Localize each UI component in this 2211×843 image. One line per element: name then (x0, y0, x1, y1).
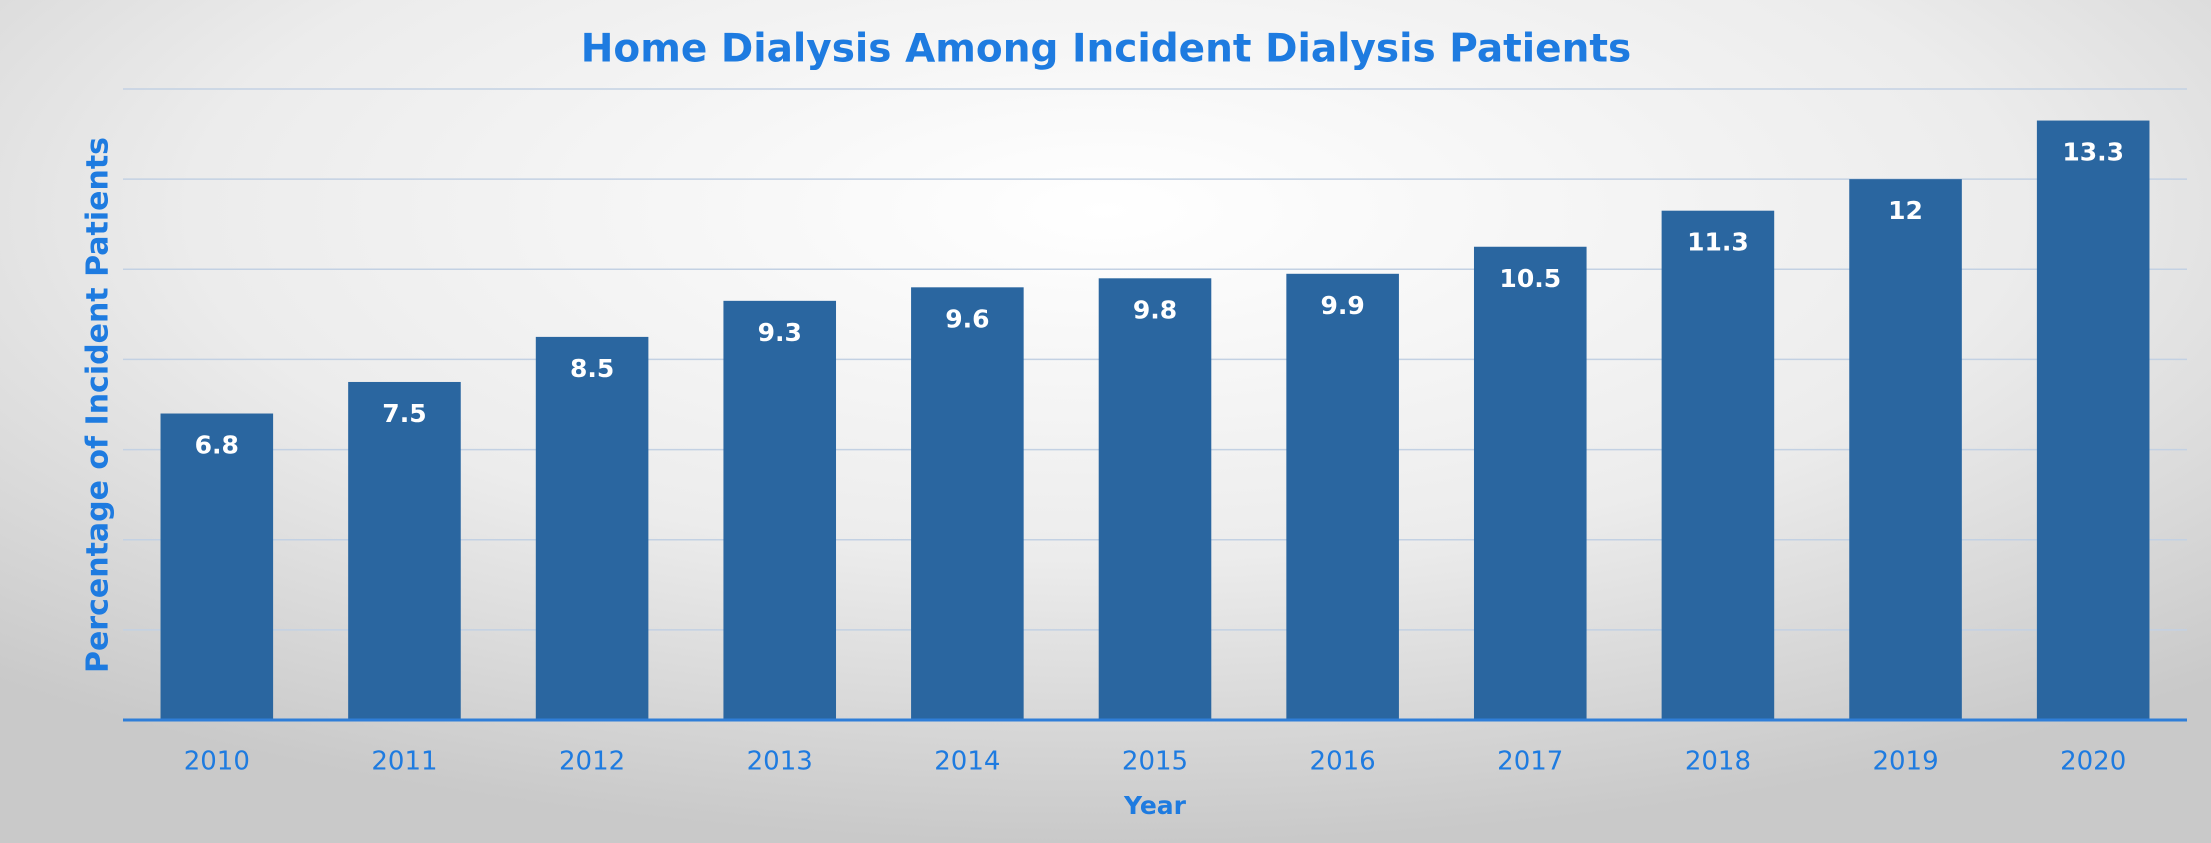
x-tick-label: 2018 (1685, 747, 1751, 777)
data-label: 6.8 (195, 431, 239, 460)
bar (535, 336, 649, 720)
bar (1286, 273, 1399, 720)
x-tick-label: 2020 (2060, 747, 2126, 777)
bar (1661, 210, 1775, 720)
x-tick-label: 2014 (934, 747, 1000, 777)
data-label: 12 (1888, 196, 1923, 225)
bar (2036, 120, 2150, 721)
x-tick-label: 2013 (747, 747, 813, 777)
data-label: 13.3 (2062, 138, 2124, 167)
x-tick-label: 2017 (1497, 747, 1563, 777)
x-axis-label: Year (1123, 791, 1187, 820)
bar (911, 287, 1024, 720)
bar (348, 381, 461, 720)
y-axis-label: Percentage of Incident Patients (81, 137, 116, 673)
data-label: 9.6 (945, 304, 989, 333)
bar (723, 300, 837, 720)
data-label: 10.5 (1499, 264, 1561, 293)
x-tick-label: 2016 (1310, 747, 1376, 777)
data-label: 9.3 (758, 318, 802, 347)
x-tick-label: 2012 (559, 747, 625, 777)
x-tick-label: 2010 (184, 747, 250, 777)
bar (160, 413, 274, 720)
data-label: 9.9 (1320, 291, 1364, 320)
data-label: 9.8 (1133, 295, 1177, 324)
data-label: 7.5 (382, 399, 426, 428)
data-label: 11.3 (1687, 228, 1749, 257)
x-tick-label: 2015 (1122, 747, 1188, 777)
bar (1849, 179, 1962, 721)
data-label: 8.5 (570, 354, 614, 383)
chart-title: Home Dialysis Among Incident Dialysis Pa… (581, 27, 1631, 72)
bar (1473, 246, 1587, 720)
x-tick-label: 2019 (1872, 747, 1938, 777)
bar (1098, 278, 1212, 720)
x-tick-label: 2011 (371, 747, 437, 777)
